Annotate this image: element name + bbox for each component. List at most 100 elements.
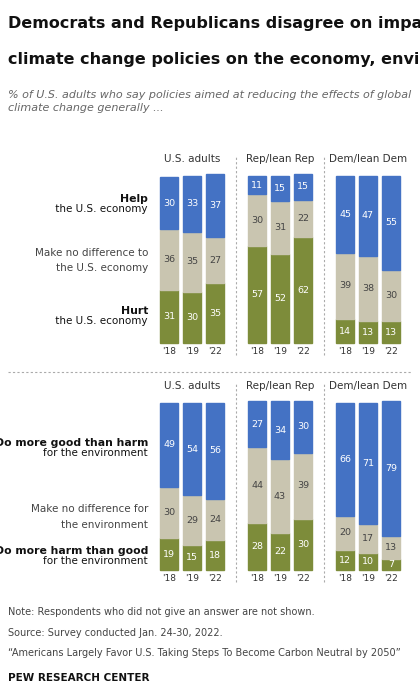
Bar (359, 524, 377, 553)
Text: Make no difference for: Make no difference for (31, 504, 148, 515)
Text: 71: 71 (362, 459, 374, 469)
Text: 54: 54 (186, 444, 198, 453)
Text: 38: 38 (362, 284, 374, 293)
Bar (271, 201, 289, 254)
Text: Dem/lean Dem: Dem/lean Dem (329, 154, 407, 164)
Bar (248, 447, 266, 523)
Text: 13: 13 (362, 327, 374, 336)
Text: 13: 13 (385, 327, 397, 336)
Bar (160, 290, 178, 343)
Text: '18: '18 (338, 574, 352, 584)
Text: 22: 22 (297, 214, 309, 223)
Text: '19: '19 (185, 347, 199, 356)
Bar (206, 283, 224, 343)
Text: 15: 15 (274, 184, 286, 193)
Text: 30: 30 (251, 216, 263, 225)
Text: '22: '22 (384, 347, 398, 356)
Bar (336, 403, 354, 516)
Bar (336, 176, 354, 253)
Text: 19: 19 (163, 550, 175, 559)
Bar (294, 174, 312, 200)
Bar (206, 499, 224, 539)
Bar (248, 401, 266, 447)
Text: '22: '22 (208, 347, 222, 356)
Bar (248, 194, 266, 246)
Text: Hurt: Hurt (121, 306, 148, 316)
Text: '18: '18 (162, 574, 176, 584)
Text: 14: 14 (339, 327, 351, 336)
Bar (183, 176, 201, 232)
Bar (206, 539, 224, 570)
Text: 45: 45 (339, 209, 351, 218)
Bar (336, 319, 354, 343)
Text: '19: '19 (361, 574, 375, 584)
Text: 15: 15 (297, 183, 309, 192)
Bar (294, 237, 312, 343)
Text: Rep/lean Rep: Rep/lean Rep (246, 381, 314, 391)
Text: Democrats and Republicans disagree on impact of: Democrats and Republicans disagree on im… (8, 17, 420, 31)
Text: U.S. adults: U.S. adults (164, 381, 220, 391)
Bar (248, 246, 266, 343)
Text: 44: 44 (251, 480, 263, 490)
Text: 56: 56 (209, 446, 221, 455)
Bar (160, 538, 178, 570)
Text: 10: 10 (362, 557, 374, 566)
Bar (160, 177, 178, 229)
Text: '19: '19 (361, 347, 375, 356)
Bar (271, 460, 289, 533)
Text: Do more good than harm: Do more good than harm (0, 438, 148, 449)
Text: U.S. adults: U.S. adults (164, 154, 220, 164)
Text: 20: 20 (339, 528, 351, 537)
Bar (359, 176, 377, 256)
Bar (160, 229, 178, 290)
Bar (160, 486, 178, 538)
Text: Dem/lean Dem: Dem/lean Dem (329, 381, 407, 391)
Bar (294, 453, 312, 520)
Text: '18: '18 (250, 574, 264, 584)
Text: 36: 36 (163, 255, 175, 264)
Bar (183, 232, 201, 292)
Text: 29: 29 (186, 515, 198, 524)
Bar (271, 176, 289, 201)
Bar (294, 200, 312, 237)
Text: 34: 34 (274, 426, 286, 435)
Text: 11: 11 (251, 181, 263, 189)
Text: 27: 27 (209, 256, 221, 265)
Text: the U.S. economy: the U.S. economy (52, 316, 148, 326)
Text: 17: 17 (362, 535, 374, 544)
Text: Note: Respondents who did not give an answer are not shown.: Note: Respondents who did not give an an… (8, 606, 315, 617)
Text: '19: '19 (185, 574, 199, 584)
Text: Rep/lean Rep: Rep/lean Rep (246, 154, 314, 164)
Bar (336, 550, 354, 570)
Text: 30: 30 (163, 198, 175, 207)
Text: the U.S. economy: the U.S. economy (52, 204, 148, 214)
Bar (183, 292, 201, 343)
Bar (206, 237, 224, 283)
Text: 79: 79 (385, 464, 397, 473)
Text: '18: '18 (338, 347, 352, 356)
Text: 47: 47 (362, 212, 374, 220)
Text: PEW RESEARCH CENTER: PEW RESEARCH CENTER (8, 673, 150, 683)
Bar (206, 403, 224, 499)
Text: 13: 13 (385, 543, 397, 552)
Bar (359, 321, 377, 343)
Text: 39: 39 (297, 482, 309, 491)
Text: '18: '18 (250, 347, 264, 356)
Bar (359, 256, 377, 321)
Text: 31: 31 (163, 312, 175, 321)
Text: 30: 30 (385, 291, 397, 300)
Text: '18: '18 (162, 347, 176, 356)
Bar (382, 176, 400, 269)
Text: '22: '22 (208, 574, 222, 584)
Bar (248, 176, 266, 194)
Text: 15: 15 (186, 553, 198, 562)
Text: 12: 12 (339, 556, 351, 565)
Bar (206, 174, 224, 237)
Bar (271, 401, 289, 460)
Text: 55: 55 (385, 218, 397, 227)
Text: 33: 33 (186, 199, 198, 208)
Text: 24: 24 (209, 515, 221, 524)
Text: Do more harm than good: Do more harm than good (0, 546, 148, 556)
Bar (248, 523, 266, 570)
Text: 49: 49 (163, 440, 175, 449)
